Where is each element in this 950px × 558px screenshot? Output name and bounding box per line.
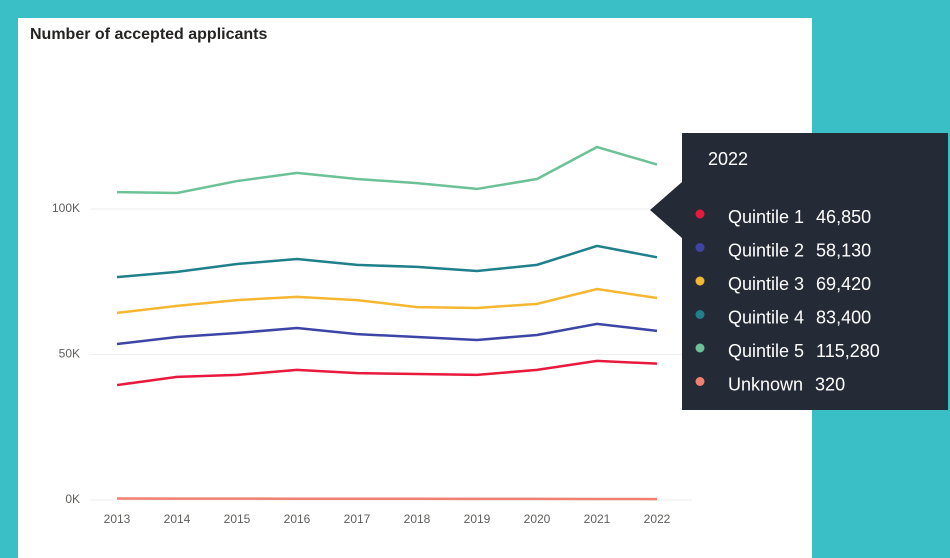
x-tick-label: 2015 bbox=[224, 512, 251, 526]
tooltip-swatch bbox=[695, 276, 705, 286]
x-tick-label: 2022 bbox=[644, 512, 671, 526]
tooltip-series-name: Quintile 3 bbox=[728, 274, 804, 294]
y-tick-label: 0K bbox=[65, 492, 80, 506]
series-line bbox=[116, 322, 658, 346]
y-tick-label: 50K bbox=[59, 347, 80, 361]
tooltip-box bbox=[650, 133, 948, 410]
x-tick-label: 2019 bbox=[464, 512, 491, 526]
series-line bbox=[116, 497, 658, 501]
series-line bbox=[116, 145, 658, 195]
tooltip-swatch bbox=[695, 343, 705, 353]
x-tick-label: 2021 bbox=[584, 512, 611, 526]
tooltip-swatch bbox=[695, 209, 705, 219]
tooltip-series-name: Quintile 2 bbox=[728, 240, 804, 260]
plot-area: 0K 50K 100K 2013 2014 2015 2016 2017 2018 2019 202… bbox=[52, 145, 692, 526]
tooltip-row: Quintile 2 58,130 bbox=[728, 240, 871, 260]
tooltip-series-name: Quintile 5 bbox=[728, 341, 804, 361]
y-tick-label: 100K bbox=[52, 201, 80, 215]
tooltip-title: 2022 bbox=[708, 149, 748, 169]
x-tick-label: 2014 bbox=[164, 512, 191, 526]
tooltip-swatch bbox=[695, 377, 705, 386]
tooltip-swatch bbox=[695, 243, 705, 252]
tooltip-row: Quintile 3 69,420 bbox=[728, 274, 871, 294]
tooltip-series-name: Quintile 4 bbox=[728, 307, 804, 327]
tooltip-series-name: Quintile 1 bbox=[728, 207, 804, 227]
x-tick-label: 2020 bbox=[524, 512, 551, 526]
tooltip-value: 115,280 bbox=[816, 341, 880, 361]
tooltip-value: 58,130 bbox=[816, 240, 871, 260]
tooltip-row: Unknown 320 bbox=[728, 374, 845, 394]
series-line bbox=[116, 287, 658, 315]
x-tick-label: 2018 bbox=[404, 512, 431, 526]
x-tick-label: 2013 bbox=[104, 512, 131, 526]
series-line bbox=[116, 244, 658, 279]
tooltip-value: 69,420 bbox=[816, 274, 871, 294]
x-tick-label: 2016 bbox=[284, 512, 311, 526]
tooltip-row: Quintile 4 83,400 bbox=[728, 307, 871, 327]
tooltip-value: 320 bbox=[815, 374, 845, 394]
panel bbox=[18, 18, 812, 558]
tooltip-value: 83,400 bbox=[816, 307, 871, 327]
tooltip-value: 46,850 bbox=[816, 207, 871, 227]
tooltip-row: Quintile 1 46,850 bbox=[728, 207, 871, 227]
series-line bbox=[116, 359, 658, 387]
x-tick-label: 2017 bbox=[344, 512, 371, 526]
chart-title: Number of accepted applicants bbox=[30, 26, 267, 43]
tooltip-row: Quintile 5 115,280 bbox=[728, 341, 880, 361]
tooltip-series-name: Unknown bbox=[728, 374, 803, 394]
tooltip-swatch bbox=[695, 310, 705, 319]
